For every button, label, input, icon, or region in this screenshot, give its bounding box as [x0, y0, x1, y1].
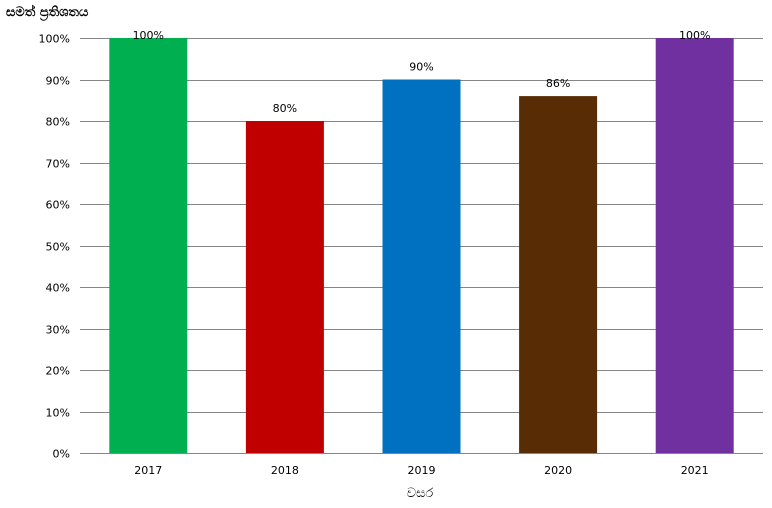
x-axis-ticks: 2017 2018 2019 2020 2021	[134, 464, 708, 477]
y-tick-label: 50%	[46, 241, 70, 254]
x-tick-label: 2020	[544, 464, 572, 477]
x-tick-label: 2019	[408, 464, 436, 477]
data-label: 90%	[409, 61, 433, 74]
x-tick-label: 2018	[271, 464, 299, 477]
y-tick-label: 10%	[46, 407, 70, 420]
y-tick-label: 40%	[46, 282, 70, 295]
y-tick-label: 90%	[46, 75, 70, 88]
y-axis-ticks: 0% 10% 20% 30% 40% 50% 60% 70% 80% 90% 100%	[39, 33, 70, 461]
y-tick-label: 100%	[39, 33, 70, 46]
y-tick-label: 0%	[53, 448, 70, 461]
bars	[109, 38, 734, 453]
y-tick-label: 80%	[46, 116, 70, 129]
y-tick-label: 60%	[46, 199, 70, 212]
data-label: 100%	[679, 29, 710, 42]
x-tick-label: 2017	[134, 464, 162, 477]
y-tick-label: 20%	[46, 365, 70, 378]
data-label: 86%	[546, 77, 570, 90]
y-tick-label: 30%	[46, 324, 70, 337]
bar-2020	[519, 96, 598, 453]
y-axis-title: සමත් ප්‍රතිශතය	[6, 3, 89, 21]
x-axis-title: වසර	[407, 486, 434, 501]
bar-2017	[109, 38, 188, 453]
y-tick-label: 70%	[46, 158, 70, 171]
bar-2019	[382, 79, 461, 453]
data-label: 80%	[273, 102, 297, 115]
data-labels: 100% 80% 90% 86% 100%	[133, 29, 711, 115]
x-tick-label: 2021	[681, 464, 709, 477]
bar-2018	[245, 121, 324, 453]
bar-2021	[655, 38, 734, 453]
data-label: 100%	[133, 29, 164, 42]
